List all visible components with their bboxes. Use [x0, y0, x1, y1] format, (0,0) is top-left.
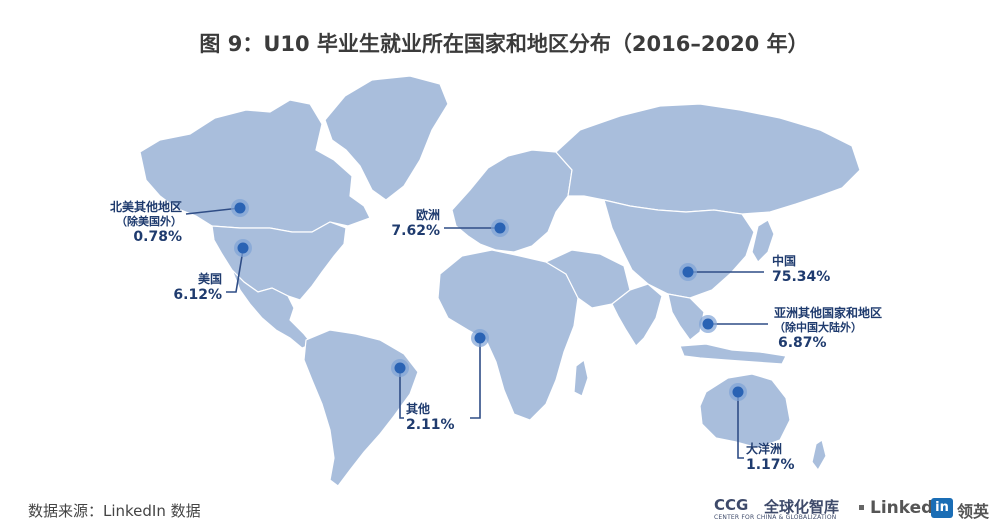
marker-asia-other[interactable] [699, 315, 717, 333]
label-oceania-name: 大洋洲 [746, 442, 783, 456]
map-title: 图 9：U10 毕业生就业所在国家和地区分布（2016–2020 年） [199, 32, 809, 56]
australia-shape [699, 373, 791, 449]
marker-europe[interactable] [491, 219, 509, 237]
label-usa: 美国 6.12% [160, 272, 222, 305]
label-china-pct: 75.34% [772, 269, 831, 285]
indonesia-shape [679, 343, 787, 365]
india-shape [611, 283, 663, 347]
africa-shape [437, 249, 579, 421]
ccg-logo-subtitle: CENTER FOR CHINA & GLOBALIZATION [714, 514, 837, 521]
usa-shape [211, 221, 347, 301]
ccg-logo: CCG [714, 496, 749, 514]
russia-shape [555, 103, 861, 215]
label-asia-other: 亚洲其他国家和地区 （除中国大陆外） 6.87% [774, 306, 882, 352]
label-usa-name: 美国 [197, 272, 222, 286]
europe-shape [451, 149, 573, 253]
label-north-america-other-pct: 0.78% [133, 228, 182, 245]
label-asia-other-sub: （除中国大陆外） [774, 321, 862, 334]
label-oceania: 大洋洲 1.17% [746, 442, 795, 475]
canada-shape [139, 99, 371, 233]
callout-line-north-america-other [185, 207, 241, 215]
callout-line-other [399, 368, 404, 419]
label-other-pct: 2.11% [406, 417, 455, 433]
label-north-america-other: 北美其他地区 （除美国外） 0.78% [82, 200, 182, 246]
label-europe-name: 欧洲 [415, 208, 440, 222]
madagascar-shape [573, 358, 589, 397]
japan-shape [751, 219, 775, 263]
greenland-shape [324, 75, 449, 201]
ccg-logo-chinese: 全球化智库 [764, 498, 840, 516]
callout-line-usa [226, 249, 244, 293]
label-asia-other-name: 亚洲其他国家和地区 [774, 306, 883, 320]
label-china-name: 中国 [772, 254, 797, 268]
label-europe: 欧洲 7.62% [380, 208, 440, 241]
label-north-america-other-sub: （除美国外） [116, 215, 182, 228]
logo-separator [859, 505, 864, 510]
label-europe-pct: 7.62% [391, 223, 440, 239]
new-zealand-shape [811, 439, 827, 472]
label-asia-other-pct: 6.87% [778, 334, 827, 351]
label-china: 中国 75.34% [772, 254, 830, 287]
marker-north-america-other[interactable] [231, 199, 249, 217]
marker-usa[interactable] [234, 239, 252, 257]
southeast-asia-shape [667, 293, 705, 341]
marker-china[interactable] [679, 263, 697, 281]
china-shape [603, 199, 755, 299]
label-oceania-pct: 1.17% [746, 457, 795, 473]
linkedin-logo-text: Linked [870, 498, 934, 518]
label-north-america-other-name: 北美其他地区 [109, 200, 182, 214]
label-usa-pct: 6.12% [173, 287, 222, 303]
marker-south-america[interactable] [391, 359, 409, 377]
label-other-name: 其他 [406, 402, 431, 416]
label-other: 其他 2.11% [406, 402, 455, 435]
south-america-shape [303, 329, 419, 487]
callout-line-other-2 [470, 340, 481, 419]
callout-line-oceania [737, 392, 744, 459]
marker-africa[interactable] [471, 329, 489, 347]
linkedin-logo-box: in [931, 498, 953, 518]
data-source: 数据来源：LinkedIn 数据 [28, 502, 201, 520]
logos: CCG CENTER FOR CHINA & GLOBALIZATION 全球化… [714, 496, 1004, 524]
linkedin-logo-chinese: 领英 [957, 502, 990, 521]
marker-oceania[interactable] [729, 383, 747, 401]
